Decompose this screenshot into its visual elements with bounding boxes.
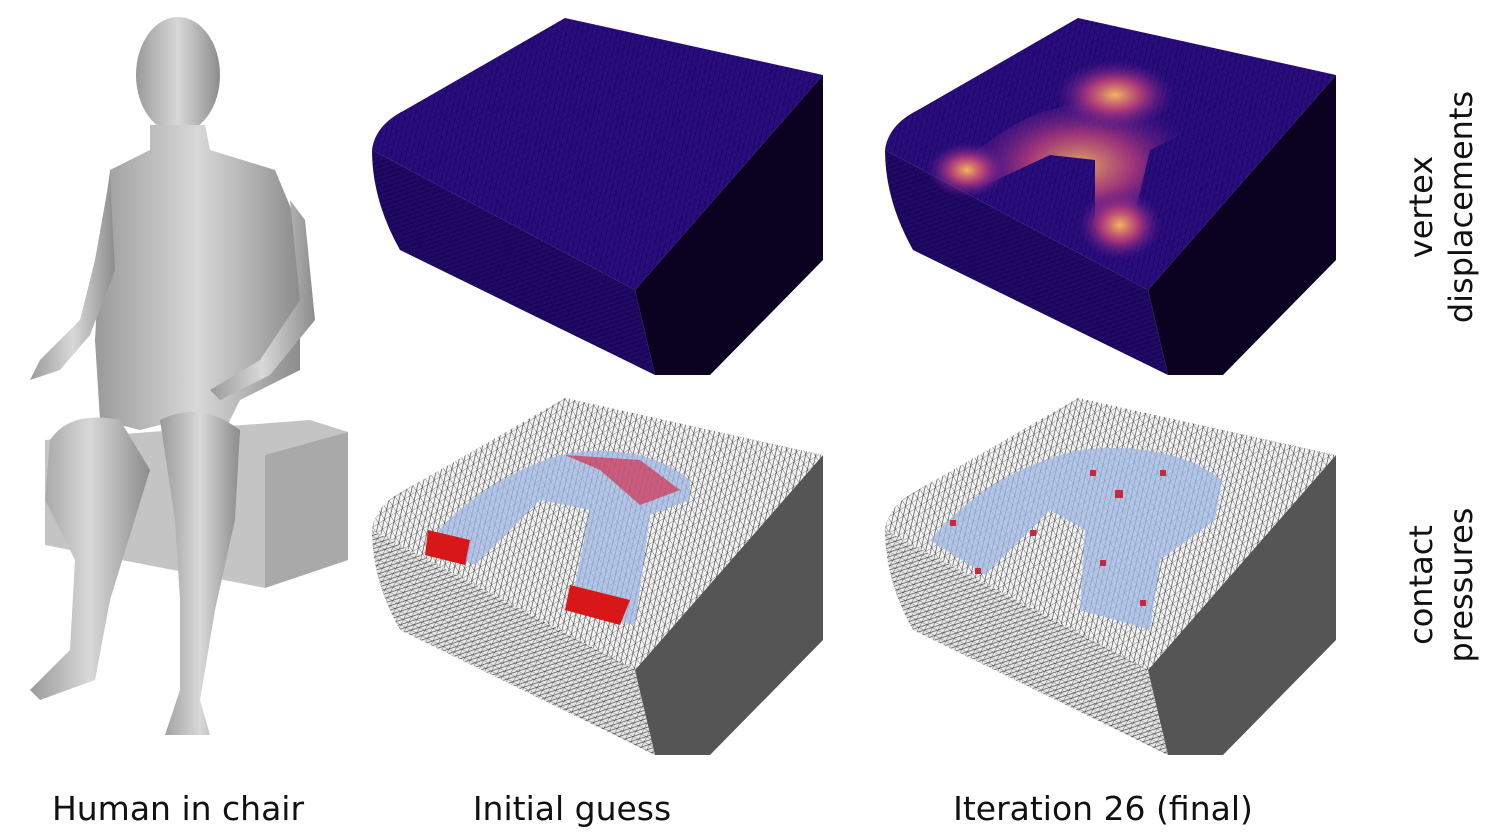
row-label-line: displacements xyxy=(1442,91,1480,323)
column-label: Initial guess xyxy=(473,789,671,828)
initial-pressure xyxy=(372,398,823,755)
row-label: contact pressures xyxy=(1402,508,1480,663)
row-label-line: pressures xyxy=(1442,508,1480,663)
column-label: Human in chair xyxy=(52,789,305,828)
column-label: Iteration 26 (final) xyxy=(953,789,1253,828)
row-label-line: vertex xyxy=(1402,156,1440,258)
row-label-line: contact xyxy=(1402,525,1440,645)
final-displacement xyxy=(885,18,1336,375)
final-pressure xyxy=(885,398,1336,755)
row-label: vertex displacements xyxy=(1402,91,1480,323)
human-illustration xyxy=(30,17,348,735)
initial-displacement xyxy=(372,18,823,375)
